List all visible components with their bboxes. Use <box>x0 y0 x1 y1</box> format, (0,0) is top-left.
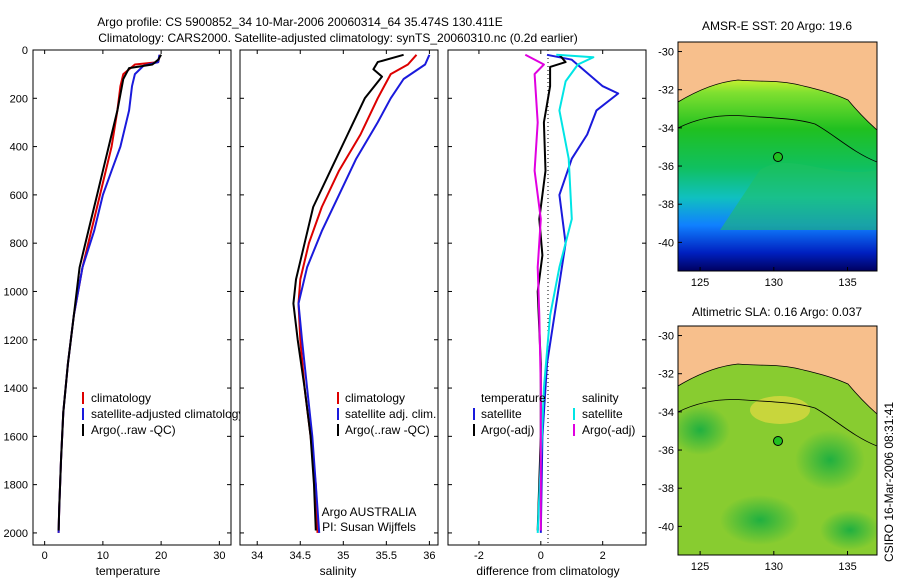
legend-salinity-heading: salinity <box>582 391 619 405</box>
x-tick-label: 130 <box>765 277 783 289</box>
difference-legend: temperature satellite Argo(-adj) salinit… <box>473 391 635 437</box>
sla-anomaly <box>678 405 730 455</box>
y-tick-label: 1400 <box>4 383 28 395</box>
legend-sal-argo: Argo(-adj) <box>582 423 635 437</box>
y-tick-label: -40 <box>658 237 674 249</box>
x-tick-label: 35 <box>337 550 349 562</box>
land-mask <box>678 326 877 414</box>
y-tick-label: 1600 <box>4 431 28 443</box>
sla-anomaly <box>720 495 800 545</box>
y-tick-label: -32 <box>658 85 674 97</box>
depth-contour <box>678 399 877 447</box>
y-tick-label: -38 <box>658 199 674 211</box>
temperature-panel: 0 10 20 30 0 200 400 600 800 1000 1200 1400 1600 1800… <box>4 45 245 578</box>
series-argo-raw-qc-line <box>57 54 162 531</box>
credit-timestamp: CSIRO 16-Mar-2006 08:31:41 <box>882 402 896 562</box>
legend-temp-satellite: satellite <box>481 407 522 421</box>
y-tick-label: 600 <box>10 190 28 202</box>
legend-temperature-heading: temperature <box>481 391 546 405</box>
y-tick-label: 800 <box>10 238 28 250</box>
salinity-legend: climatology satellite adj. clim. Argo(..… <box>337 391 436 437</box>
depth-contour <box>678 115 877 163</box>
series-salinity-argo-adj-line <box>524 53 545 531</box>
series-argo-raw-qc-line <box>292 53 404 531</box>
chart-title-line2: Climatology: CARS2000. Satellite-adjuste… <box>98 31 578 45</box>
legend-sal-satellite: satellite <box>582 407 623 421</box>
x-tick-label: 10 <box>97 550 109 562</box>
x-tick-label: 0 <box>538 550 544 562</box>
y-tick-label: -32 <box>658 369 674 381</box>
y-tick-label: 1800 <box>4 480 28 492</box>
legend-climatology: climatology <box>345 391 405 405</box>
x-tick-label: 135 <box>838 277 856 289</box>
sst-map-title: AMSR-E SST: 20 Argo: 19.6 <box>702 19 852 33</box>
x-tick-label: 130 <box>765 561 783 573</box>
series-satellite-adj-clim-line <box>297 54 431 533</box>
x-tick-label: 36 <box>423 550 435 562</box>
argo-float-marker <box>773 436 783 446</box>
y-tick-label: 200 <box>10 93 28 105</box>
sst-map: AMSR-E SST: 20 Argo: 19.6 125 130 135 -30 -3… <box>658 19 878 289</box>
y-tick-label: 400 <box>10 142 28 154</box>
difference-xlabel: difference from climatology <box>476 564 619 578</box>
x-tick-label: 34 <box>251 550 263 562</box>
y-tick-label: -30 <box>658 331 674 343</box>
x-tick-label: 35.5 <box>376 550 397 562</box>
x-tick-label: 125 <box>691 277 709 289</box>
legend-argo: Argo(..raw -QC) <box>345 423 430 437</box>
y-tick-label: -34 <box>658 123 674 135</box>
x-tick-label: -2 <box>474 550 484 562</box>
x-tick-label: 34.5 <box>290 550 311 562</box>
y-tick-label: 0 <box>22 45 28 57</box>
coastline <box>678 363 877 415</box>
coastline <box>678 79 877 131</box>
argo-float-marker <box>773 152 783 162</box>
y-tick-label: 1200 <box>4 335 28 347</box>
y-tick-label: -36 <box>658 161 674 173</box>
sla-map-frame <box>677 325 878 556</box>
x-tick-label: 20 <box>155 550 167 562</box>
series-temperature-satellite-line <box>539 53 620 533</box>
y-tick-label: -30 <box>658 47 674 59</box>
difference-panel: -2 0 2 difference from climatology tempera… <box>447 49 647 578</box>
legend-satellite: satellite adj. clim. <box>345 407 436 421</box>
legend-climatology: climatology <box>91 391 151 405</box>
salinity-xlabel: salinity <box>320 564 357 578</box>
x-tick-label: 0 <box>42 550 48 562</box>
sst-map-frame <box>677 41 878 272</box>
temperature-axes-box <box>32 49 232 546</box>
y-tick-label: -36 <box>658 445 674 457</box>
sla-anomaly <box>795 430 865 490</box>
legend-satellite: satellite-adjusted climatology <box>91 407 244 421</box>
sla-map-title: Altimetric SLA: 0.16 Argo: 0.037 <box>692 305 862 319</box>
x-tick-label: 125 <box>691 561 709 573</box>
y-tick-label: -38 <box>658 483 674 495</box>
series-salinity-satellite-line <box>536 53 595 533</box>
sst-warm-band <box>720 162 877 230</box>
x-tick-label: 2 <box>600 550 606 562</box>
y-tick-label: 2000 <box>4 528 28 540</box>
argo-network-note: Argo AUSTRALIA <box>322 505 417 519</box>
difference-axes-box <box>447 49 647 546</box>
sla-anomaly <box>820 510 877 550</box>
legend-temp-argo: Argo(-adj) <box>481 423 534 437</box>
sla-map: Altimetric SLA: 0.16 Argo: 0.037 125 130 1… <box>658 305 878 573</box>
x-tick-label: 30 <box>213 550 225 562</box>
sla-anomaly <box>750 396 810 424</box>
temperature-legend: climatology satellite-adjusted climatolo… <box>82 391 244 437</box>
chart-title-line1: Argo profile: CS 5900852_34 10-Mar-2006 … <box>97 15 502 29</box>
principal-investigator-note: PI: Susan Wijffels <box>322 520 416 534</box>
salinity-panel: 34 34.5 35 35.5 36 salinity climatology sate… <box>239 49 439 578</box>
y-tick-label: -40 <box>658 521 674 533</box>
y-tick-label: -34 <box>658 407 674 419</box>
x-tick-label: 135 <box>838 561 856 573</box>
salinity-axes-box <box>239 49 439 546</box>
y-tick-label: 1000 <box>4 286 28 298</box>
legend-argo: Argo(..raw -QC) <box>91 423 176 437</box>
temperature-xlabel: temperature <box>96 564 161 578</box>
land-mask <box>678 42 877 130</box>
